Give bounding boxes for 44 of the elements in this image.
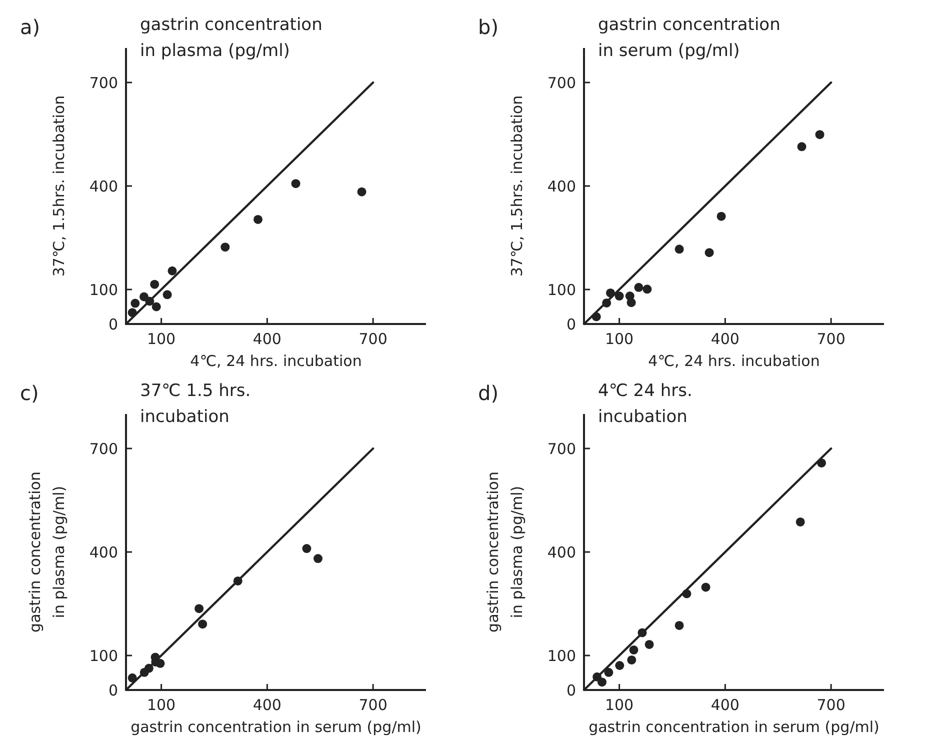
x-tick-label: 400 xyxy=(252,696,282,714)
text: d) xyxy=(478,381,498,405)
y-axis-title: 37℃, 1.5hrs. incubation xyxy=(508,95,526,277)
y-tick-label: 100 xyxy=(89,280,118,299)
x-axis-title: 4℃, 24 hrs. incubation xyxy=(648,352,820,370)
x-tick-label: 400 xyxy=(710,330,740,348)
x-tick-label: 700 xyxy=(816,330,846,348)
y-tick-label: 0 xyxy=(566,681,576,700)
x-tick-label: 100 xyxy=(604,696,634,714)
y-tick-label: 0 xyxy=(566,315,576,334)
y-tick-label: 400 xyxy=(547,177,576,196)
y-tick-label: 0 xyxy=(108,315,118,334)
x-tick-label: 400 xyxy=(252,330,282,348)
x-axis-title: gastrin concentration in serum (pg/ml) xyxy=(588,718,880,736)
y-tick-label: 700 xyxy=(89,74,118,92)
y-tick-label: 100 xyxy=(547,280,576,299)
y-axis-title: gastrin concentration in plasma (pg/ml) xyxy=(26,472,68,632)
y-tick-label: 700 xyxy=(547,74,576,92)
x-tick-label: 700 xyxy=(358,696,388,714)
y-tick-label: 0 xyxy=(108,681,118,700)
x-tick-label: 400 xyxy=(710,696,740,714)
y-tick-label: 100 xyxy=(89,646,118,665)
y-tick-label: 700 xyxy=(547,440,576,458)
x-axis-title: 4℃, 24 hrs. incubation xyxy=(190,352,362,370)
chart-title: 4℃ 24 hrs. incubation xyxy=(598,381,692,427)
x-tick-label: 100 xyxy=(146,696,176,714)
text: a) xyxy=(20,15,40,39)
y-axis-title: 37℃, 1.5hrs. incubation xyxy=(50,95,68,277)
x-tick-label: 100 xyxy=(604,330,634,348)
x-tick-label: 700 xyxy=(358,330,388,348)
chart-title: gastrin concentration in plasma (pg/ml) xyxy=(140,15,322,61)
y-tick-label: 100 xyxy=(547,646,576,665)
chart-title: gastrin concentration in serum (pg/ml) xyxy=(598,15,780,61)
y-tick-label: 700 xyxy=(89,440,118,458)
x-axis-title: gastrin concentration in serum (pg/ml) xyxy=(130,718,422,736)
y-tick-label: 400 xyxy=(89,543,118,562)
y-tick-label: 400 xyxy=(89,177,118,196)
y-tick-label: 400 xyxy=(547,543,576,562)
chart-title: 37℃ 1.5 hrs. incubation xyxy=(140,381,251,427)
x-tick-label: 100 xyxy=(146,330,176,348)
x-tick-label: 700 xyxy=(816,696,846,714)
y-axis-title: gastrin concentration in plasma (pg/ml) xyxy=(484,472,526,632)
text: b) xyxy=(478,15,498,39)
text: c) xyxy=(20,381,39,405)
